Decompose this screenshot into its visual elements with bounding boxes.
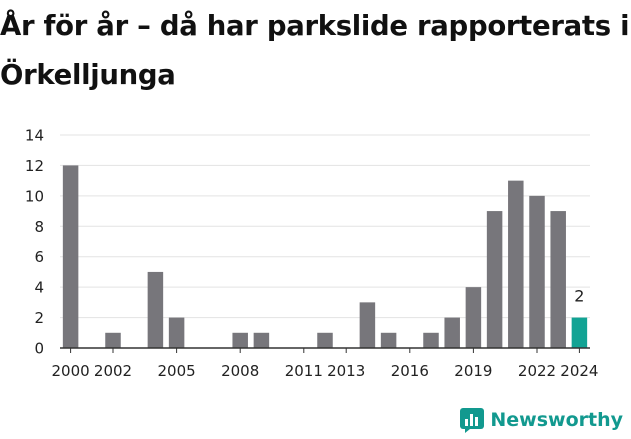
- bars: [62, 165, 588, 348]
- y-tick-label: 10: [25, 187, 44, 205]
- x-tick-label: 2000: [52, 362, 90, 380]
- y-tick-label: 0: [34, 340, 44, 358]
- y-axis-ticks: 0 2 4 6 8 10 12 14: [25, 127, 44, 358]
- y-tick-label: 14: [25, 127, 44, 145]
- data-label-2024: 2: [574, 287, 584, 306]
- bar-2021: [508, 180, 524, 348]
- newsworthy-brand: Newsworthy: [459, 407, 623, 433]
- bar-2009: [253, 332, 270, 348]
- bar-2004: [147, 271, 164, 348]
- bar-2018: [444, 317, 460, 348]
- bar-2020: [486, 211, 503, 348]
- y-tick-label: 8: [34, 218, 44, 236]
- y-tick-label: 12: [25, 157, 44, 175]
- bar-2017: [423, 332, 439, 348]
- bar-chart: 0 2 4 6 8 10 12 14 2000 2002 2005 2008 2011 2013 2016…: [25, 127, 599, 381]
- y-tick-label: 4: [34, 279, 44, 297]
- y-tick-label: 6: [34, 248, 44, 266]
- x-axis: 2000 2002 2005 2008 2011 2013 2016 2019 2022 2024: [52, 347, 598, 380]
- bar-2024: [571, 317, 588, 348]
- x-tick-label: 2002: [94, 362, 132, 380]
- bar-2014: [359, 302, 376, 348]
- chart-title: År för år – då har parkslide rapporterat…: [0, 10, 630, 91]
- bar-2002: [105, 332, 121, 348]
- bar-2008: [232, 332, 248, 348]
- x-tick-label: 2011: [285, 362, 323, 380]
- newsworthy-logo-icon: [460, 408, 485, 433]
- bar-2019: [465, 287, 482, 348]
- data-labels: 2: [574, 287, 584, 306]
- bar-2022: [529, 195, 545, 348]
- y-tick-label: 2: [34, 309, 44, 327]
- bar-2005: [168, 317, 185, 348]
- x-tick-label: 2016: [391, 362, 429, 380]
- x-tick-label: 2022: [518, 362, 556, 380]
- bar-2015: [380, 332, 397, 348]
- bar-2023: [550, 211, 566, 348]
- x-tick-label: 2024: [560, 362, 598, 380]
- bar-2000: [62, 165, 79, 348]
- x-tick-label: 2005: [158, 362, 196, 380]
- bar-2012: [317, 332, 333, 348]
- x-tick-label: 2008: [221, 362, 259, 380]
- brand-name: Newsworthy: [490, 409, 623, 431]
- x-tick-label: 2019: [454, 362, 492, 380]
- x-tick-label: 2013: [327, 362, 365, 380]
